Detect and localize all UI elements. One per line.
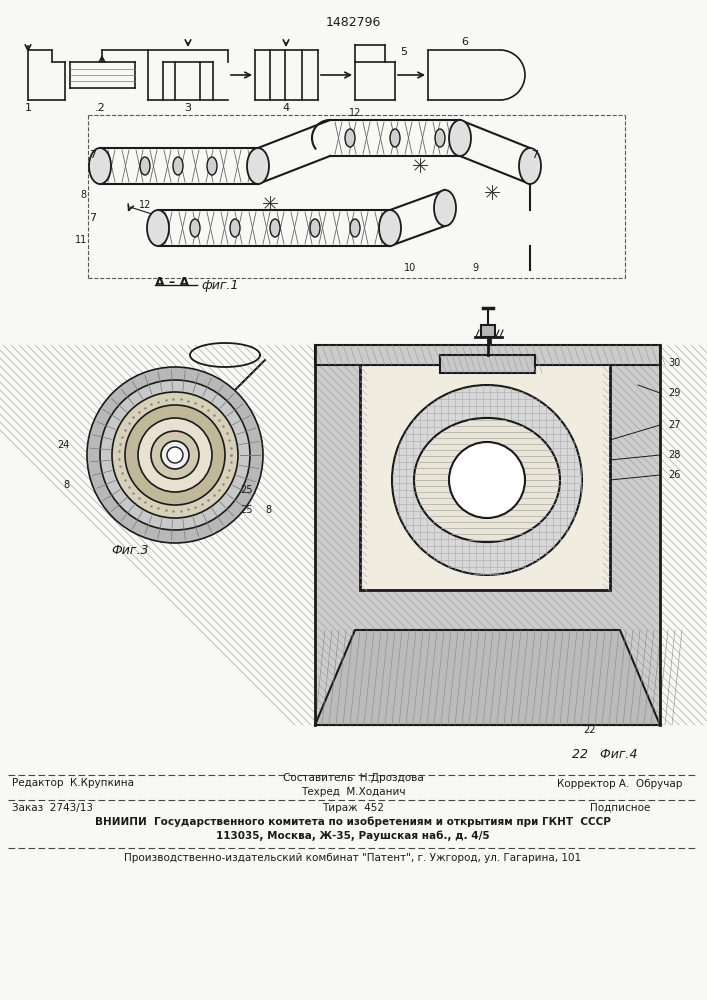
Circle shape xyxy=(112,392,238,518)
Ellipse shape xyxy=(140,157,150,175)
Ellipse shape xyxy=(435,129,445,147)
Text: 8: 8 xyxy=(81,190,87,200)
Text: 13: 13 xyxy=(359,630,371,640)
Text: Корректор А.  Обручар: Корректор А. Обручар xyxy=(557,779,683,789)
Text: фиг.1: фиг.1 xyxy=(201,278,239,292)
Text: Заказ  2743/13: Заказ 2743/13 xyxy=(12,803,93,813)
Ellipse shape xyxy=(519,148,541,184)
Text: 3: 3 xyxy=(185,103,192,113)
Text: 22: 22 xyxy=(584,725,596,735)
Text: Редактор  К.Крупкина: Редактор К.Крупкина xyxy=(12,778,134,788)
Text: 11: 11 xyxy=(75,235,87,245)
Ellipse shape xyxy=(270,219,280,237)
Bar xyxy=(315,345,660,365)
Circle shape xyxy=(167,447,183,463)
Text: Техред  М.Ходанич: Техред М.Ходанич xyxy=(300,787,405,797)
Text: 27: 27 xyxy=(668,420,681,430)
Text: А – А: А – А xyxy=(155,276,189,290)
Bar xyxy=(481,325,495,337)
Text: I: I xyxy=(487,333,493,347)
Text: 28: 28 xyxy=(668,450,680,460)
Text: 10: 10 xyxy=(404,263,416,273)
Circle shape xyxy=(392,385,582,575)
Ellipse shape xyxy=(247,148,269,184)
Bar xyxy=(440,355,535,373)
Circle shape xyxy=(87,367,263,543)
Text: 4: 4 xyxy=(282,103,290,113)
Ellipse shape xyxy=(190,219,200,237)
Text: .2: .2 xyxy=(95,103,105,113)
Circle shape xyxy=(100,380,250,530)
Text: Фиг.3: Фиг.3 xyxy=(111,544,148,556)
Polygon shape xyxy=(315,630,660,725)
Text: ВНИИПИ  Государственного комитета по изобретениям и открытиям при ГКНТ  СССР: ВНИИПИ Государственного комитета по изоб… xyxy=(95,817,611,827)
Ellipse shape xyxy=(207,157,217,175)
Bar xyxy=(360,360,610,590)
Text: 25: 25 xyxy=(240,485,252,495)
Text: Тираж  452: Тираж 452 xyxy=(322,803,384,813)
Text: 1: 1 xyxy=(25,103,32,113)
Text: Подписное: Подписное xyxy=(590,803,650,813)
Text: 1482796: 1482796 xyxy=(325,15,380,28)
Text: 22   Фиг.4: 22 Фиг.4 xyxy=(572,748,638,762)
Ellipse shape xyxy=(173,157,183,175)
Polygon shape xyxy=(315,345,660,725)
Text: 24: 24 xyxy=(58,440,70,450)
Text: 21: 21 xyxy=(459,645,471,655)
Ellipse shape xyxy=(350,219,360,237)
Circle shape xyxy=(125,405,225,505)
Ellipse shape xyxy=(434,190,456,226)
Text: 7: 7 xyxy=(532,150,539,160)
Ellipse shape xyxy=(230,219,240,237)
Ellipse shape xyxy=(89,148,111,184)
Text: Производственно-издательский комбинат "Патент", г. Ужгород, ул. Гагарина, 101: Производственно-издательский комбинат "П… xyxy=(124,853,582,863)
Ellipse shape xyxy=(390,129,400,147)
Text: 8: 8 xyxy=(265,505,271,515)
Text: 8: 8 xyxy=(64,480,70,490)
Text: 12: 12 xyxy=(139,200,151,210)
Ellipse shape xyxy=(414,418,560,542)
Circle shape xyxy=(449,442,525,518)
Text: 26: 26 xyxy=(668,470,680,480)
Ellipse shape xyxy=(147,210,169,246)
Text: 9: 9 xyxy=(472,263,478,273)
Circle shape xyxy=(151,431,199,479)
Text: 5: 5 xyxy=(400,47,407,57)
Text: 7: 7 xyxy=(90,150,97,160)
Text: Составитель  Н.Дроздова: Составитель Н.Дроздова xyxy=(283,773,423,783)
Text: 29: 29 xyxy=(668,388,680,398)
Circle shape xyxy=(138,418,212,492)
Ellipse shape xyxy=(345,129,355,147)
Text: 7: 7 xyxy=(90,213,97,223)
Ellipse shape xyxy=(449,120,471,156)
Ellipse shape xyxy=(379,210,401,246)
Text: 113035, Москва, Ж-35, Раушская наб., д. 4/5: 113035, Москва, Ж-35, Раушская наб., д. … xyxy=(216,831,490,841)
Text: 30: 30 xyxy=(668,358,680,368)
Text: 25: 25 xyxy=(240,505,252,515)
Ellipse shape xyxy=(310,219,320,237)
Text: 6: 6 xyxy=(462,37,469,47)
Text: 12: 12 xyxy=(349,108,361,118)
Circle shape xyxy=(161,441,189,469)
